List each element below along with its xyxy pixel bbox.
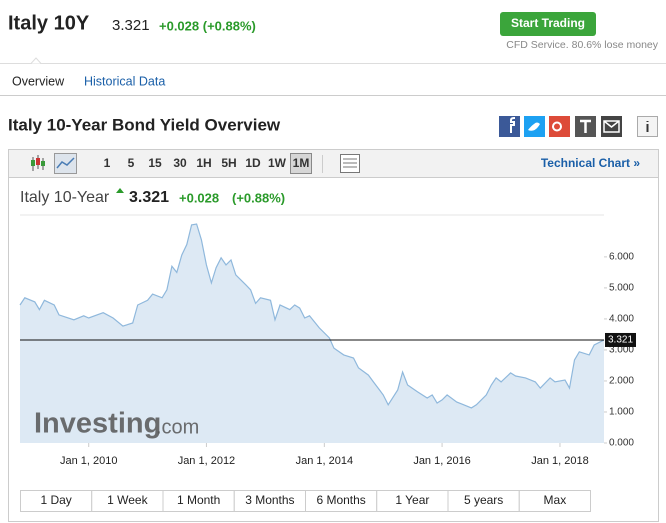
technical-chart-link[interactable]: Technical Chart »: [541, 156, 640, 170]
icon-glyph: [603, 120, 620, 133]
range-label[interactable]: 1 Month: [177, 493, 220, 507]
range-label[interactable]: 5 years: [464, 493, 503, 507]
range-label[interactable]: 1 Week: [107, 493, 148, 507]
interval-button[interactable]: 5: [128, 156, 135, 170]
interval-button[interactable]: 1: [104, 156, 111, 170]
google-icon[interactable]: [549, 116, 570, 137]
icon-glyph: [552, 121, 562, 132]
y-tick-label: 0.000: [609, 438, 634, 449]
y-tick-label: 1.000: [609, 407, 634, 418]
icon-glyph: [510, 117, 515, 133]
range-button[interactable]: [518, 490, 591, 512]
interval-button[interactable]: 1H: [196, 156, 211, 170]
interval-button[interactable]: 5H: [221, 156, 236, 170]
x-tick-label: Jan 1, 2018: [531, 455, 589, 467]
icon-glyph: [528, 122, 540, 131]
interval-button[interactable]: 1W: [268, 156, 287, 170]
x-tick-label: Jan 1, 2012: [178, 455, 236, 467]
y-tick-label: 6.000: [609, 252, 634, 263]
candle-icon-part: [31, 160, 35, 166]
x-tick-label: Jan 1, 2014: [296, 455, 354, 467]
chart-change: +0.028: [179, 190, 219, 205]
chart-instrument-name: Italy 10-Year: [20, 189, 110, 206]
candle-icon-part: [41, 161, 45, 166]
watermark-brand: Investing: [34, 408, 161, 440]
chart-change-pct: (+0.88%): [232, 190, 285, 205]
tab-overview[interactable]: Overview: [12, 74, 65, 88]
tab-historical[interactable]: Historical Data: [84, 74, 165, 88]
area-fill: [20, 224, 604, 443]
y-tick-label: 3.000: [609, 345, 634, 356]
interval-selected[interactable]: [290, 153, 312, 174]
y-tick-label: 2.000: [609, 376, 634, 387]
watermark-suffix: .com: [156, 416, 199, 438]
cfd-note: CFD Service. 80.6% lose money: [506, 39, 658, 51]
range-label[interactable]: 3 Months: [245, 493, 294, 507]
price-line: [19, 223, 605, 409]
range-buttons: 1 Day 1 Week 1 Month 3 Months 6 Months 1 Year…: [20, 490, 591, 512]
section-title: Italy 10-Year Bond Yield Overview: [8, 115, 281, 134]
facebook-icon[interactable]: [499, 116, 520, 137]
start-trading-button[interactable]: [500, 12, 596, 36]
last-price-label: 3.321: [608, 335, 633, 346]
icon-glyph: [56, 157, 75, 169]
x-tick-label: Jan 1, 2016: [413, 455, 471, 467]
y-tick-label: 5.000: [609, 283, 634, 294]
up-arrow: [116, 188, 124, 193]
interval-button[interactable]: 30: [173, 156, 187, 170]
plot: 0.000 1.000 2.000 3.000 4.000 5.000 6.000 Jan 1…: [19, 214, 636, 467]
range-label[interactable]: 1 Year: [395, 493, 429, 507]
interval-button[interactable]: 1D: [245, 156, 261, 170]
interval-button[interactable]: 15: [148, 156, 162, 170]
candle-icon-part: [36, 158, 40, 165]
icon-glyph: [580, 119, 591, 133]
range-label[interactable]: Max: [544, 493, 567, 507]
price-change: +0.028 (+0.88%): [159, 18, 256, 33]
toolbar: [9, 150, 658, 177]
range-label[interactable]: 1 Day: [40, 493, 71, 507]
start-trading-label[interactable]: Start Trading: [511, 16, 585, 30]
price: 3.321: [112, 17, 150, 34]
interval-button[interactable]: 1M: [293, 156, 310, 170]
share-icons: [499, 116, 658, 137]
icon-glyph: [343, 158, 357, 168]
instrument-title: Italy 10Y: [8, 12, 90, 34]
x-tick-label: Jan 1, 2010: [60, 455, 118, 467]
y-tick-label: 4.000: [609, 314, 634, 325]
tab-notch: [30, 57, 42, 64]
chart-price: 3.321: [129, 189, 169, 206]
interval-buttons: 1 5 15 30 1H 5H 1D 1W 1M: [104, 153, 312, 174]
range-label[interactable]: 6 Months: [316, 493, 365, 507]
last-price-box: [605, 332, 636, 347]
